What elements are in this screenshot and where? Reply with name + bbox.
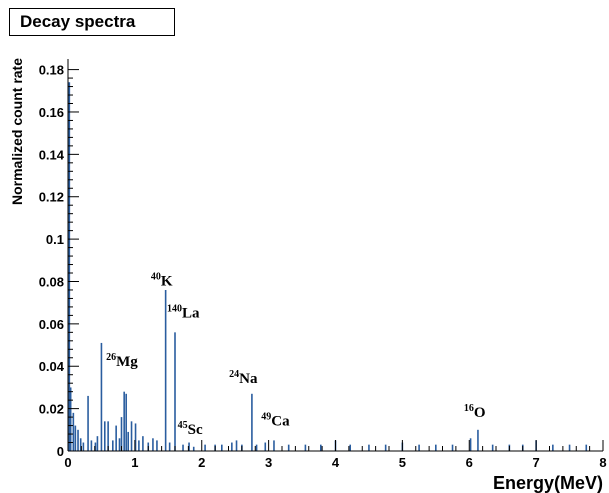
y-tick-label: 0.1 — [46, 232, 64, 247]
x-tick-label: 1 — [131, 455, 138, 470]
x-tick-label: 5 — [399, 455, 406, 470]
y-tick-label: 0.14 — [39, 147, 65, 162]
y-axis-label: Normalized count rate — [9, 58, 25, 205]
y-tick-label: 0.06 — [39, 317, 64, 332]
axes — [67, 59, 604, 452]
y-tick-label: 0.04 — [39, 359, 65, 374]
isotope-annotations: 40K 140La 26Mg 24Na 45Sc 49Ca 16O — [106, 272, 485, 438]
y-tick-label: 0.16 — [39, 105, 64, 120]
y-tick-label: 0.12 — [39, 190, 64, 205]
isotope-label-k: 40K — [151, 272, 173, 290]
x-axis-label: Energy(MeV) — [493, 473, 603, 493]
spectrum-lines — [68, 82, 588, 451]
isotope-label-na: 24Na — [229, 369, 258, 387]
isotope-label-ca: 49Ca — [261, 412, 290, 430]
chart-title: Decay spectra — [9, 8, 175, 36]
x-tick-label: 0 — [64, 455, 71, 470]
isotope-label-o: 16O — [464, 403, 486, 421]
isotope-label-la: 140La — [167, 304, 200, 322]
y-tick-label: 0 — [57, 444, 64, 459]
isotope-label-mg: 26Mg — [106, 352, 138, 370]
tick-labels: 0 1 2 3 4 5 6 7 8 0 0.02 0.04 0.06 0.08 0.1 0.12 0.14 0.1… — [39, 63, 607, 470]
x-tick-label: 8 — [599, 455, 606, 470]
isotope-label-sc: 45Sc — [178, 420, 203, 438]
y-tick-label: 0.02 — [39, 402, 64, 417]
y-tick-label: 0.08 — [39, 274, 64, 289]
x-tick-label: 2 — [198, 455, 205, 470]
y-tick-label: 0.18 — [39, 63, 64, 78]
x-tick-label: 7 — [533, 455, 540, 470]
x-tick-label: 3 — [265, 455, 272, 470]
x-tick-label: 4 — [332, 455, 340, 470]
x-tick-label: 6 — [466, 455, 473, 470]
